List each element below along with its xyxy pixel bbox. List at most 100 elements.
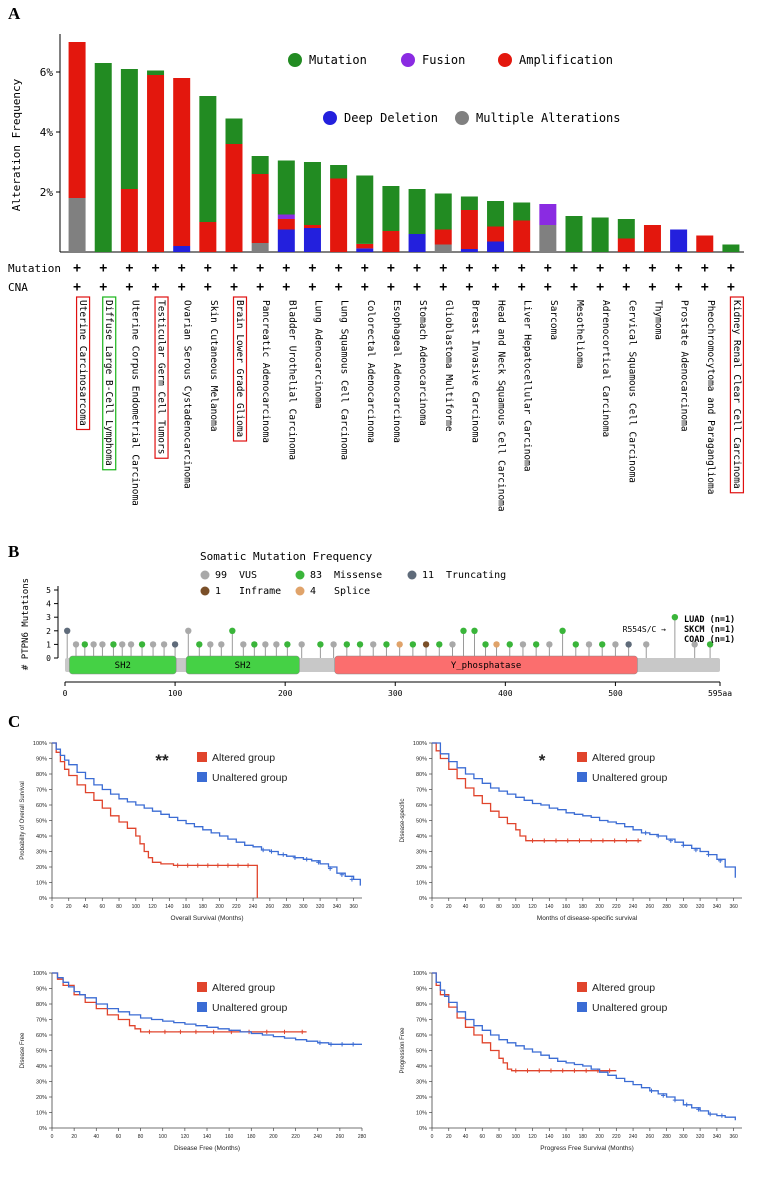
category-label-group: Bladder Urothelial Carcinoma <box>286 300 297 460</box>
legend-label-truncating: Truncating <box>446 570 506 581</box>
x-tick-label: 20 <box>446 904 452 910</box>
y-tick-label: 100% <box>413 741 427 747</box>
x-tick-label: 160 <box>562 1134 571 1140</box>
legend-dot-deep_deletion <box>323 111 337 125</box>
mutation-plus: + <box>204 261 212 276</box>
alteration-frequency-chart: 2% 4% 6% Alteration Frequency Mutation Fusion… <box>8 34 745 512</box>
lollipop-head-vus <box>149 641 157 648</box>
bar-segment-deep_deletion <box>487 241 505 252</box>
y-tick-label: 10% <box>36 1111 47 1117</box>
lollipop-head-vus <box>519 641 527 648</box>
panel-a-label: A <box>8 4 21 23</box>
lollipop-head-missense <box>81 641 89 648</box>
x-tick-label: 100 <box>132 904 141 910</box>
lollipop-head-missense <box>572 641 579 648</box>
bar-segment-multiple <box>251 243 269 252</box>
x-tick-label: 160 <box>182 904 191 910</box>
category-label-group: Colorectal Adenocarcinoma <box>365 300 376 443</box>
x-tick-label: 340 <box>713 1134 722 1140</box>
mutation-plus: + <box>282 261 290 276</box>
domain-label-Y_phosphatase: Y_phosphatase <box>451 661 521 671</box>
x-tick-label: 160 <box>225 1134 234 1140</box>
mutation-plus: + <box>492 261 500 276</box>
bar-segment-amplification <box>460 210 478 249</box>
km-curve-altered <box>52 742 258 898</box>
y-tick-label: 70% <box>36 1018 47 1024</box>
cna-plus: + <box>570 280 578 295</box>
legend-label-fusion: Fusion <box>422 53 465 67</box>
lollipop-head-vus <box>218 641 225 648</box>
km-curve-unaltered <box>432 972 736 1121</box>
y-tick-label: 5 <box>46 586 51 595</box>
mutation-plus: + <box>596 261 604 276</box>
x-tick-label: 140 <box>203 1134 212 1140</box>
lollipop-head-vus <box>262 641 269 648</box>
mutation-plus: + <box>727 261 735 276</box>
lollipop-head-missense <box>251 641 258 648</box>
y-tick-label: 20% <box>36 865 47 871</box>
lollipop-head-truncating <box>171 641 179 648</box>
mutation-plus: + <box>675 261 683 276</box>
mutation-plus: + <box>99 261 107 276</box>
x-tick-label: 260 <box>336 1134 345 1140</box>
y-tick-label: 40% <box>416 834 427 840</box>
lollipop-head-vus <box>585 641 593 648</box>
x-tick-label: 320 <box>696 904 705 910</box>
legend-label-inframe: Inframe <box>239 586 281 597</box>
x-tick-label: 240 <box>629 1134 638 1140</box>
lollipop-head-vus <box>240 641 247 648</box>
category-label: Kidney Renal Clear Cell Carcinoma <box>731 300 742 489</box>
x-tick-label: 140 <box>545 904 554 910</box>
lollipop-head-missense <box>317 641 324 648</box>
mutation-plus: + <box>701 261 709 276</box>
x-tick-label: 40 <box>83 904 89 910</box>
y-tick-label: 50% <box>36 1049 47 1055</box>
y-tick-label: 30% <box>416 1080 427 1086</box>
lollipop-head-inframe <box>422 641 430 648</box>
mutation-plus: + <box>413 261 421 276</box>
panel-b-label: B <box>8 542 20 561</box>
y-tick-label: 4 <box>46 600 51 609</box>
lollipop-head-truncating <box>625 641 632 648</box>
x-tick-label: 0 <box>431 904 434 910</box>
significance-stars: ** <box>155 751 169 770</box>
category-label-group: Prostate Adenocarcinoma <box>679 300 690 432</box>
category-label-group: Esophageal Adenocarcinoma <box>391 300 402 443</box>
y-tick-label: 20% <box>416 865 427 871</box>
legend-label-altered: Altered group <box>212 752 275 764</box>
x-tick-label: 240 <box>249 904 258 910</box>
bar-segment-amplification <box>68 42 86 198</box>
y-tick-label: 100% <box>413 971 427 977</box>
x-axis-title: Overall Survival (Months) <box>171 915 244 922</box>
category-label-group: Adrenocortical Carcinoma <box>600 300 611 437</box>
legend-swatch-unaltered <box>577 772 587 782</box>
y-tick-label: 70% <box>416 788 427 794</box>
bar-segment-amplification <box>617 238 635 252</box>
x-axis-title: Months of disease-specific survival <box>537 915 638 922</box>
x-tick-label: 320 <box>696 1134 705 1140</box>
legend-count-inframe: 1 <box>215 586 221 597</box>
x-tick-label: 340 <box>713 904 722 910</box>
cna-plus: + <box>675 280 683 295</box>
x-tick-label: 20 <box>71 1134 77 1140</box>
lollipop-head-missense <box>471 627 478 634</box>
disease-specific-survival-plot: 0% 10% 20% 30% 40% 50% 60% 70% 80% 90% 100% 0 20 40 60… <box>400 741 742 922</box>
category-label: Adrenocortical Carcinoma <box>600 300 611 437</box>
category-box-red <box>75 296 91 431</box>
lollipop-head-truncating <box>64 627 71 634</box>
lollipop-head-missense <box>138 641 146 648</box>
cna-plus: + <box>649 280 657 295</box>
legend-swatch-altered <box>197 982 207 992</box>
km-curve-altered <box>432 972 617 1072</box>
x-tick-label: 180 <box>579 904 588 910</box>
cna-plus: + <box>387 280 395 295</box>
bar-segment-amplification <box>147 75 165 252</box>
category-label-group: Uterine Carcinosarcoma <box>75 296 91 431</box>
x-tick-label: 280 <box>662 904 671 910</box>
bar-segment-amplification <box>513 220 531 252</box>
category-label-group: Breast Invasive Carcinoma <box>469 300 480 443</box>
category-label: Diffuse Large B-Cell Lymphoma <box>103 300 114 466</box>
y-tick-label: 10% <box>416 1111 427 1117</box>
overall-survival-plot: 0% 10% 20% 30% 40% 50% 60% 70% 80% 90% 100% 0 20 40 60… <box>20 741 362 922</box>
mutation-plus: + <box>649 261 657 276</box>
